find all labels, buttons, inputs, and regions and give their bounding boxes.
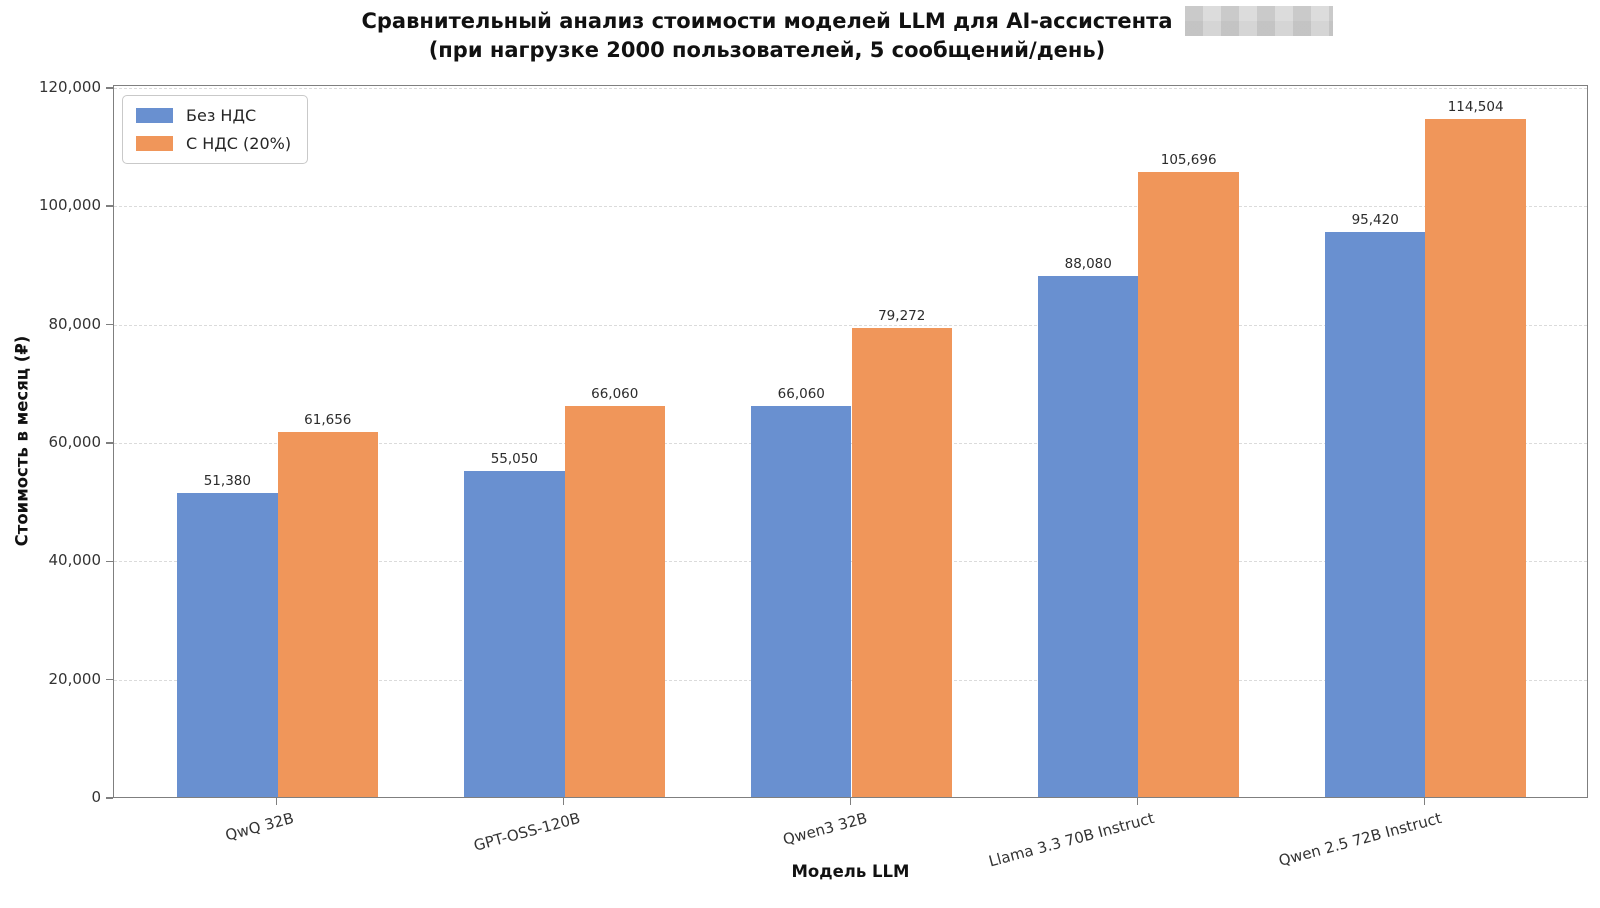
legend: Без НДС С НДС (20%) [122,95,309,164]
bar-s-nds-1 [277,432,378,797]
redacted-text-block [1185,6,1333,36]
y-tick-label-20000: 20,000 [48,669,102,688]
y-tick-label-60000: 60,000 [48,432,102,451]
x-tick-mark-1 [275,798,278,805]
bar-value-label-bez-nds-1: 51,380 [203,472,251,489]
plot-area: Без НДС С НДС (20%) 51,380 61,656 55,050 66… [113,85,1588,798]
bar-value-label-s-nds-5: 114,504 [1447,99,1504,116]
bar-bez-nds-2 [464,471,565,797]
y-tick-label-40000: 40,000 [48,551,102,570]
bar-bez-nds-3 [751,406,852,797]
y-tick-label-80000: 80,000 [48,314,102,333]
bar-s-nds-3 [851,327,952,797]
legend-item-bez-nds: Без НДС [136,106,291,125]
legend-swatch-orange [136,136,173,151]
y-tick-label-120000: 120,000 [38,77,101,96]
bar-value-label-bez-nds-5: 95,420 [1351,212,1399,229]
x-tick-label-3: Qwen3 32B [780,809,870,849]
bar-value-label-bez-nds-4: 88,080 [1064,255,1112,272]
bar-bez-nds-5 [1324,232,1426,797]
y-tick-mark-40000 [106,560,113,563]
chart-title: Сравнительный анализ стоимости моделей L… [0,7,1600,65]
chart-title-line1: Сравнительный анализ стоимости моделей L… [361,9,1173,33]
legend-swatch-blue [136,108,173,123]
bar-value-label-s-nds-3: 79,272 [878,307,926,324]
bar-s-nds-2 [564,406,665,797]
chart-title-line2: (при нагрузке 2000 пользователей, 5 сооб… [428,37,1106,62]
x-tick-mark-4 [1136,798,1139,805]
x-tick-label-2: GPT-OSS-120B [471,809,583,855]
gridline-80000 [114,324,1587,326]
bar-value-label-s-nds-2: 66,060 [591,386,639,403]
y-tick-mark-0 [106,797,113,799]
bar-value-label-bez-nds-2: 55,050 [490,451,538,468]
gridline-100000 [114,206,1587,208]
gridline-120000 [114,87,1587,89]
x-tick-label-5: Qwen 2.5 72B Instruct [1276,809,1444,870]
legend-item-s-nds: С НДС (20%) [136,134,291,153]
x-axis-label: Модель LLM [791,862,910,881]
bar-bez-nds-1 [177,492,278,797]
bar-bez-nds-4 [1038,275,1139,797]
legend-label-s-nds: С НДС (20%) [186,134,292,153]
x-tick-label-1: QwQ 32B [222,809,296,845]
y-tick-label-0: 0 [91,788,101,806]
x-tick-mark-5 [1423,798,1426,805]
x-tick-mark-3 [849,798,852,805]
bar-s-nds-5 [1425,119,1526,797]
y-tick-label-100000: 100,000 [38,196,101,215]
x-tick-mark-2 [562,798,565,805]
y-tick-mark-100000 [106,205,113,208]
y-tick-mark-60000 [106,442,113,444]
y-tick-mark-20000 [106,678,113,681]
bar-value-label-bez-nds-3: 66,060 [777,386,825,403]
bar-value-label-s-nds-4: 105,696 [1160,151,1217,168]
y-tick-mark-80000 [106,323,113,326]
bar-s-nds-4 [1138,171,1239,797]
y-tick-mark-120000 [106,87,113,89]
legend-label-bez-nds: Без НДС [186,106,257,125]
bar-value-label-s-nds-1: 61,656 [304,412,352,429]
